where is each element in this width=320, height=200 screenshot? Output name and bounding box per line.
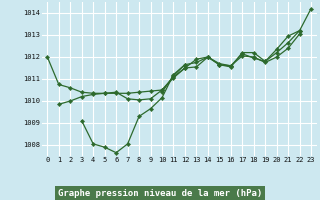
Text: Graphe pression niveau de la mer (hPa): Graphe pression niveau de la mer (hPa) — [58, 189, 262, 198]
